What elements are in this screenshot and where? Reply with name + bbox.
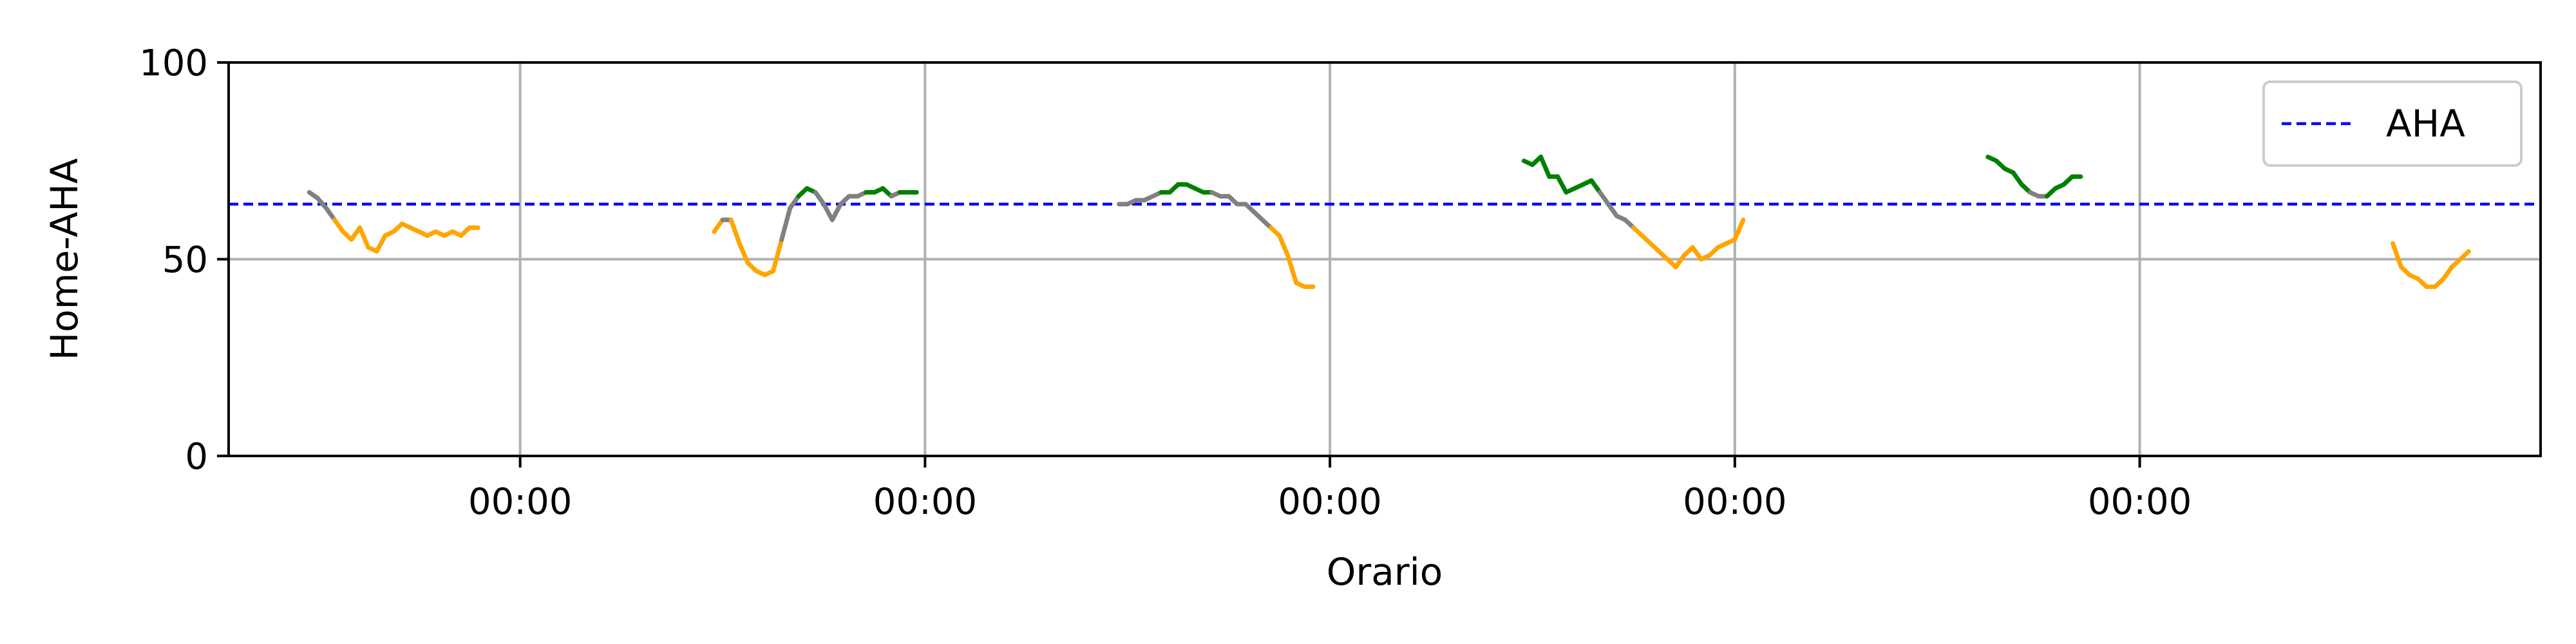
day-series-4 bbox=[1521, 155, 1746, 270]
series-segment bbox=[821, 202, 835, 222]
series-segment bbox=[357, 225, 371, 250]
legend-box bbox=[2262, 80, 2523, 167]
series-segment bbox=[374, 233, 388, 254]
legend: AHA bbox=[2262, 80, 2523, 167]
series-segment bbox=[2441, 265, 2454, 281]
grid-layer bbox=[229, 61, 2541, 457]
y-tick-label: 100 bbox=[139, 43, 208, 84]
series-segment bbox=[1589, 178, 1602, 195]
series-segment bbox=[2391, 241, 2404, 270]
series-segment bbox=[771, 237, 784, 274]
series-segment bbox=[1285, 252, 1299, 285]
series-segment bbox=[1277, 233, 1291, 258]
y-tick-label: 0 bbox=[185, 436, 208, 478]
x-tick-label: 00:00 bbox=[468, 481, 572, 523]
day-series-2 bbox=[712, 186, 919, 278]
series-segment bbox=[737, 241, 750, 266]
series-segment bbox=[728, 217, 742, 246]
day-series-5 bbox=[1985, 155, 2083, 199]
x-tick-label: 00:00 bbox=[1683, 481, 1786, 523]
series-layer bbox=[307, 155, 2471, 289]
x-tick-label: 00:00 bbox=[1278, 481, 1381, 523]
series-segment bbox=[712, 217, 725, 234]
series-segment bbox=[1539, 155, 1552, 179]
series-segment bbox=[779, 205, 793, 242]
x-tick-label: 00:00 bbox=[873, 481, 977, 523]
series-segment bbox=[788, 194, 801, 211]
day-series-1 bbox=[307, 190, 480, 254]
y-tick-label: 50 bbox=[162, 240, 208, 281]
day-series-6 bbox=[2391, 241, 2471, 289]
tick-layer: 0 50 100 00:00 00:00 00:00 00:00 00:00 bbox=[139, 43, 2192, 523]
series-segment bbox=[1555, 174, 1569, 195]
series-segment bbox=[1690, 245, 1703, 261]
series-segment bbox=[1732, 217, 1746, 242]
series-segment bbox=[813, 190, 826, 207]
series-segment bbox=[829, 202, 843, 222]
legend-label-aha: AHA bbox=[2386, 102, 2465, 146]
series-segment bbox=[2011, 170, 2024, 187]
series-segment bbox=[323, 205, 337, 222]
series-segment bbox=[1597, 190, 1611, 207]
y-axis-title: Home-AHA bbox=[43, 158, 86, 360]
series-segment bbox=[1605, 202, 1619, 218]
series-segment bbox=[1673, 252, 1687, 270]
series-segment bbox=[332, 217, 346, 234]
x-axis-title: Orario bbox=[1327, 550, 1443, 594]
series-segment bbox=[2458, 249, 2471, 261]
day-series-3 bbox=[1117, 182, 1316, 289]
x-tick-label: 00:00 bbox=[2088, 481, 2192, 523]
